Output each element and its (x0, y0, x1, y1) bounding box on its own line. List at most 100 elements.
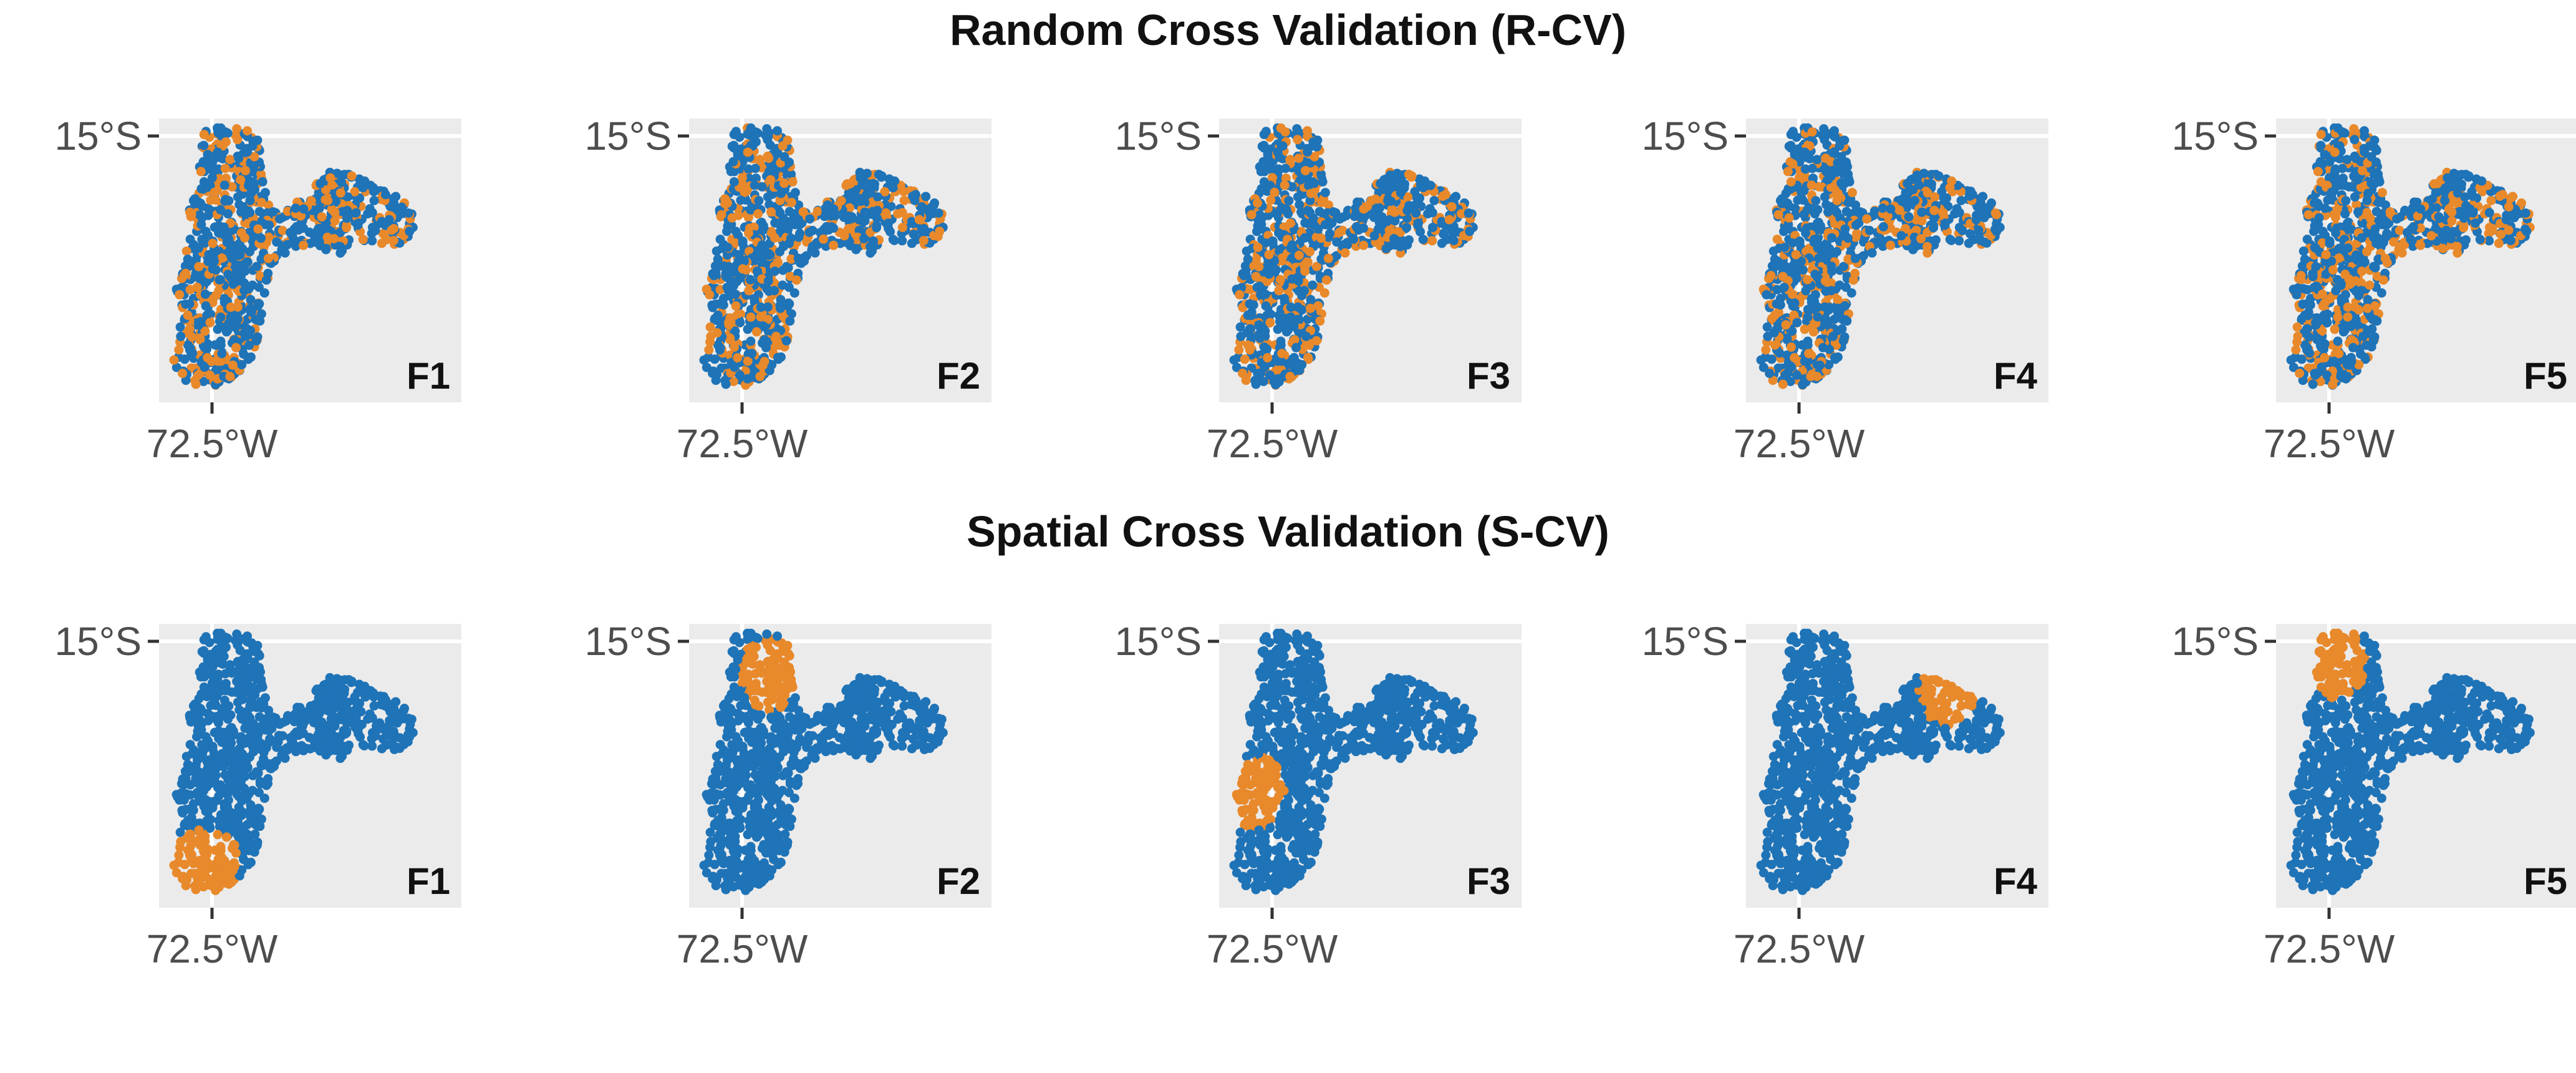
training-point (2464, 172, 2474, 181)
training-point (404, 208, 413, 218)
training-point (354, 218, 363, 228)
training-point (921, 192, 930, 201)
validation-point (744, 228, 753, 238)
training-point (713, 341, 723, 350)
validation-point (2330, 324, 2340, 334)
training-point (1904, 212, 1914, 221)
training-point (1396, 188, 1406, 198)
training-point (1386, 173, 1395, 183)
validation-point (1787, 177, 1796, 187)
training-point (2381, 220, 2391, 230)
training-point (200, 177, 209, 187)
training-point (256, 233, 266, 243)
validation-point (746, 313, 755, 322)
training-point (214, 228, 223, 238)
training-point (2377, 288, 2386, 298)
validation-point (1285, 372, 1295, 381)
training-point (794, 254, 803, 263)
validation-point (1281, 127, 1290, 137)
training-point (723, 283, 732, 292)
training-point (1292, 124, 1301, 134)
training-point (2308, 272, 2318, 281)
validation-point (1266, 196, 1275, 205)
map-svg: 15°S72.5°WF5 (2117, 81, 2576, 530)
validation-point (1240, 354, 1250, 364)
x-tick-label: 72.5°W (1734, 421, 1865, 466)
training-point (1868, 248, 1877, 258)
training-point (763, 135, 772, 144)
validation-point (2363, 304, 2372, 313)
training-point (726, 167, 736, 177)
validation-point (788, 177, 798, 187)
validation-point (919, 236, 929, 245)
random-cv-title: Random Cross Validation (R-CV) (0, 5, 2576, 55)
training-point (2317, 362, 2326, 372)
validation-point (755, 155, 765, 164)
training-point (1818, 343, 1828, 352)
training-point (791, 188, 800, 197)
training-point (1826, 286, 1836, 295)
validation-point (226, 303, 236, 312)
training-point (1243, 255, 1253, 264)
validation-point (2459, 223, 2468, 232)
training-point (1268, 239, 1278, 248)
validation-point (1390, 208, 1399, 217)
validation-point (1441, 190, 1450, 199)
validation-point (758, 361, 768, 370)
training-point (1255, 320, 1264, 329)
validation-point (1770, 311, 1780, 320)
training-point (771, 166, 780, 175)
validation-point (1812, 372, 1821, 381)
training-point (1296, 175, 1305, 185)
training-point (1876, 235, 1885, 244)
validation-point (915, 215, 924, 225)
training-point (2333, 337, 2342, 346)
validation-point (206, 196, 215, 205)
training-point (2360, 126, 2369, 135)
training-point (723, 243, 733, 252)
training-point (1842, 316, 1851, 326)
training-point (1828, 332, 1838, 341)
validation-point (2386, 207, 2395, 216)
training-point (1271, 265, 1281, 274)
training-point (1391, 216, 1400, 226)
training-point (1770, 255, 1780, 264)
training-point (775, 247, 784, 256)
training-point (1913, 173, 1922, 183)
training-point (1941, 218, 1950, 228)
validation-point (1359, 241, 1368, 250)
validation-point (264, 254, 273, 263)
validation-point (178, 369, 187, 378)
training-point (1402, 206, 1412, 215)
validation-point (326, 173, 335, 183)
validation-point (1849, 276, 1858, 285)
training-point (1291, 343, 1301, 352)
training-point (183, 341, 193, 350)
validation-point (756, 313, 765, 322)
training-point (1800, 148, 1810, 157)
training-point (889, 235, 898, 244)
training-point (1835, 142, 1845, 151)
training-point (1281, 164, 1290, 173)
training-point (1813, 313, 1822, 322)
training-point (776, 295, 786, 304)
training-point (773, 353, 783, 362)
training-point (2322, 318, 2332, 328)
validation-point (1833, 189, 1843, 198)
validation-point (778, 142, 788, 151)
training-point (1308, 142, 1318, 151)
validation-point (1303, 126, 1312, 135)
training-point (1310, 178, 1319, 188)
training-point (712, 246, 721, 256)
training-point (1851, 254, 1860, 263)
training-point (786, 233, 796, 243)
map-svg: 15°S72.5°WF1 (0, 586, 524, 1036)
training-point (746, 275, 755, 284)
validation-point (1252, 272, 1261, 281)
training-point (1844, 198, 1853, 207)
validation-point (240, 233, 249, 243)
training-point (1411, 208, 1421, 218)
training-point (245, 208, 254, 217)
validation-point (1306, 304, 1315, 313)
